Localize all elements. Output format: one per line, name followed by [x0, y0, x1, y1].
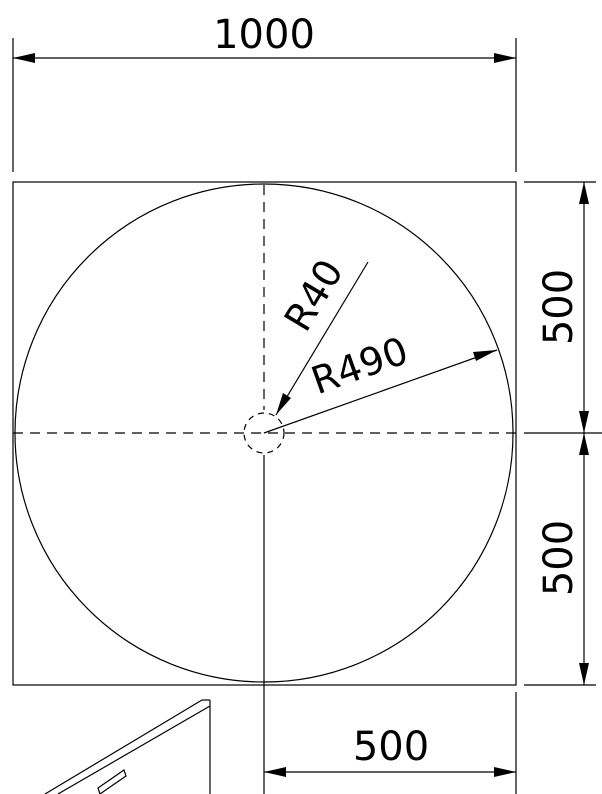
arrow-r40 — [276, 393, 291, 415]
arrow-lower-bottom — [579, 663, 589, 685]
dimension-label-500-bottom: 500 — [353, 724, 429, 770]
arrow-bottom-left — [264, 767, 286, 777]
dimension-label-1000: 1000 — [213, 12, 315, 58]
arrow-r490 — [473, 350, 497, 361]
dimension-label-r40: R40 — [276, 252, 352, 339]
leader-line-r490 — [263, 349, 498, 434]
arrow-bottom-right — [494, 767, 516, 777]
inner-circle — [243, 412, 285, 454]
isometric-view-fragment — [44, 699, 211, 794]
arrow-upper-bottom — [579, 411, 589, 433]
arrow-lower-top — [579, 433, 589, 455]
dimension-label-500-lower: 500 — [536, 520, 582, 596]
arrow-1000-left — [13, 53, 35, 63]
arrow-1000-right — [494, 53, 516, 63]
leader-line-r40 — [275, 261, 369, 416]
dimension-label-500-upper: 500 — [536, 269, 582, 345]
arrow-upper-top — [579, 182, 589, 204]
